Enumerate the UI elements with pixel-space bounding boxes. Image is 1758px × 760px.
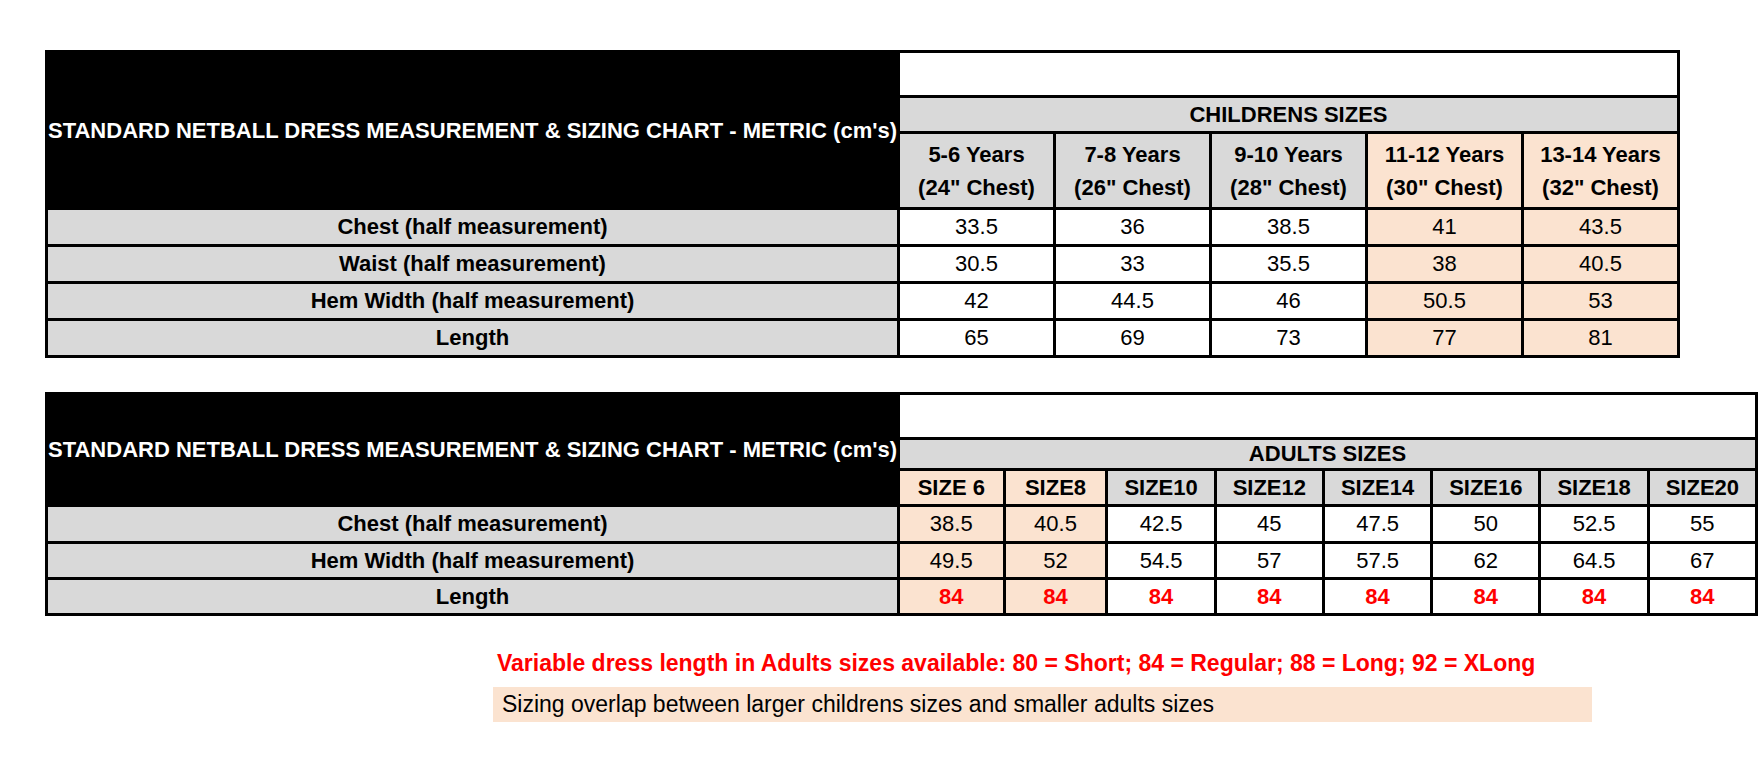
table-cell: 69 <box>1055 320 1211 357</box>
adults-table-title: STANDARD NETBALL DRESS MEASUREMENT & SIZ… <box>47 394 899 506</box>
children-col-header-4: 13-14 Years (32" Chest) <box>1523 133 1679 209</box>
col-header-line2: (24" Chest) <box>900 171 1053 204</box>
children-col-header-2: 9-10 Years (28" Chest) <box>1211 133 1367 209</box>
row-label-chest: Chest (half measurement) <box>47 209 899 246</box>
children-table-top-spacer <box>899 52 1679 97</box>
table-row: Length 65 69 73 77 81 <box>47 320 1679 357</box>
table-cell: 41 <box>1367 209 1523 246</box>
variable-length-note: Variable dress length in Adults sizes av… <box>497 650 1535 677</box>
col-header-line1: 9-10 Years <box>1212 138 1365 171</box>
table-cell: 50.5 <box>1367 283 1523 320</box>
adults-col-header-3: SIZE12 <box>1215 470 1323 506</box>
row-label-waist: Waist (half measurement) <box>47 246 899 283</box>
table-cell: 45 <box>1215 506 1323 543</box>
col-header-line1: 11-12 Years <box>1368 138 1521 171</box>
table-cell: 50 <box>1432 506 1540 543</box>
table-cell: 84 <box>1648 579 1756 615</box>
row-label-hem-width: Hem Width (half measurement) <box>47 543 899 579</box>
table-cell: 38.5 <box>1211 209 1367 246</box>
table-cell: 84 <box>1215 579 1323 615</box>
table-cell: 77 <box>1367 320 1523 357</box>
table-cell: 57.5 <box>1323 543 1431 579</box>
table-cell: 35.5 <box>1211 246 1367 283</box>
sizing-overlap-note: Sizing overlap between larger childrens … <box>493 687 1592 722</box>
children-table-title: STANDARD NETBALL DRESS MEASUREMENT & SIZ… <box>47 52 899 209</box>
adults-col-header-5: SIZE16 <box>1432 470 1540 506</box>
row-label-length: Length <box>47 579 899 615</box>
table-cell: 54.5 <box>1107 543 1215 579</box>
col-header-line1: 7-8 Years <box>1056 138 1209 171</box>
table-row: Waist (half measurement) 30.5 33 35.5 38… <box>47 246 1679 283</box>
table-cell: 52 <box>1004 543 1107 579</box>
table-cell: 38.5 <box>899 506 1005 543</box>
children-col-header-1: 7-8 Years (26" Chest) <box>1055 133 1211 209</box>
table-cell: 57 <box>1215 543 1323 579</box>
adults-col-header-0: SIZE 6 <box>899 470 1005 506</box>
adults-sizes-table: STANDARD NETBALL DRESS MEASUREMENT & SIZ… <box>45 392 1758 616</box>
table-cell: 36 <box>1055 209 1211 246</box>
table-cell: 84 <box>1004 579 1107 615</box>
table-cell: 67 <box>1648 543 1756 579</box>
table-cell: 52.5 <box>1540 506 1648 543</box>
table-row: Chest (half measurement) 33.5 36 38.5 41… <box>47 209 1679 246</box>
table-cell: 84 <box>1540 579 1648 615</box>
adults-col-header-6: SIZE18 <box>1540 470 1648 506</box>
table-cell: 49.5 <box>899 543 1005 579</box>
table-cell: 33.5 <box>899 209 1055 246</box>
table-cell: 42 <box>899 283 1055 320</box>
table-cell: 53 <box>1523 283 1679 320</box>
table-cell: 84 <box>1323 579 1431 615</box>
table-cell: 43.5 <box>1523 209 1679 246</box>
col-header-line1: 13-14 Years <box>1524 138 1677 171</box>
col-header-line2: (30" Chest) <box>1368 171 1521 204</box>
table-cell: 73 <box>1211 320 1367 357</box>
table-cell: 84 <box>1432 579 1540 615</box>
table-cell: 44.5 <box>1055 283 1211 320</box>
table-cell: 64.5 <box>1540 543 1648 579</box>
table-cell: 47.5 <box>1323 506 1431 543</box>
table-row: Hem Width (half measurement) 49.5 52 54.… <box>47 543 1757 579</box>
table-cell: 84 <box>899 579 1005 615</box>
adults-col-header-1: SIZE8 <box>1004 470 1107 506</box>
col-header-line1: 5-6 Years <box>900 138 1053 171</box>
table-row: Chest (half measurement) 38.5 40.5 42.5 … <box>47 506 1757 543</box>
table-cell: 55 <box>1648 506 1756 543</box>
col-header-line2: (32" Chest) <box>1524 171 1677 204</box>
childrens-sizes-table: STANDARD NETBALL DRESS MEASUREMENT & SIZ… <box>45 50 1680 358</box>
table-cell: 42.5 <box>1107 506 1215 543</box>
table-cell: 46 <box>1211 283 1367 320</box>
table-cell: 38 <box>1367 246 1523 283</box>
table-cell: 40.5 <box>1523 246 1679 283</box>
adults-group-header: ADULTS SIZES <box>899 439 1757 470</box>
row-label-chest: Chest (half measurement) <box>47 506 899 543</box>
table-row: Hem Width (half measurement) 42 44.5 46 … <box>47 283 1679 320</box>
table-row: Length 84 84 84 84 84 84 84 84 <box>47 579 1757 615</box>
col-header-line2: (26" Chest) <box>1056 171 1209 204</box>
children-col-header-0: 5-6 Years (24" Chest) <box>899 133 1055 209</box>
adults-col-header-4: SIZE14 <box>1323 470 1431 506</box>
table-cell: 62 <box>1432 543 1540 579</box>
table-cell: 30.5 <box>899 246 1055 283</box>
table-cell: 33 <box>1055 246 1211 283</box>
table-cell: 65 <box>899 320 1055 357</box>
adults-col-header-2: SIZE10 <box>1107 470 1215 506</box>
col-header-line2: (28" Chest) <box>1212 171 1365 204</box>
row-label-length: Length <box>47 320 899 357</box>
children-col-header-3: 11-12 Years (30" Chest) <box>1367 133 1523 209</box>
table-cell: 81 <box>1523 320 1679 357</box>
adults-table-top-spacer <box>899 394 1757 439</box>
row-label-hem-width: Hem Width (half measurement) <box>47 283 899 320</box>
table-cell: 40.5 <box>1004 506 1107 543</box>
adults-col-header-7: SIZE20 <box>1648 470 1756 506</box>
table-cell: 84 <box>1107 579 1215 615</box>
children-group-header: CHILDRENS SIZES <box>899 97 1679 133</box>
